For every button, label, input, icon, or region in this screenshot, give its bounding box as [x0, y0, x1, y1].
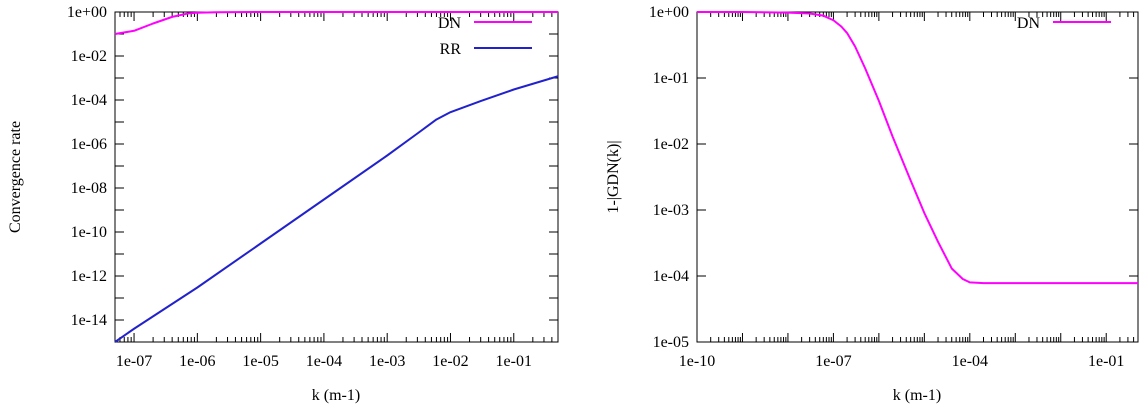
y-axis-label: 1-|GDN(k)|: [605, 140, 622, 213]
series-line-rr: [114, 75, 559, 343]
y-tick-label: 1e-02: [71, 48, 107, 65]
x-tick-label: 1e-07: [116, 353, 152, 370]
series-lines: [114, 11, 559, 343]
chart-convergence-rate: 1e-14 1e-12 1e-10 1e-08 1e-06 1e-04 1e-02 1e+00…: [7, 4, 559, 404]
x-tick-label: 1e-10: [679, 353, 715, 370]
y-tick-label: 1e-06: [71, 136, 107, 153]
y-tick-label: 1e-08: [71, 180, 107, 197]
x-tick-label: 1e-04: [306, 353, 342, 370]
y-axis-label: Convergence rate: [7, 121, 24, 233]
series-line-dn: [114, 11, 558, 35]
legend: DN RR: [438, 15, 532, 58]
y-axis-ticks: 1e-14 1e-12 1e-10 1e-08 1e-06 1e-04 1e-02 1e+00: [67, 4, 558, 343]
x-tick-label: 1e-01: [1088, 353, 1124, 370]
y-tick-label: 1e-04: [653, 268, 689, 285]
y-tick-label: 1e-05: [653, 334, 689, 351]
plot-frame: [696, 11, 1139, 343]
y-tick-label: 1e-10: [71, 224, 107, 241]
legend: DN: [1017, 15, 1111, 32]
y-tick-label: 1e-12: [71, 268, 107, 285]
x-tick-label: 1e-01: [496, 353, 532, 370]
y-tick-label: 1e-04: [71, 92, 107, 109]
series-lines: [697, 11, 1138, 285]
legend-label-dn: DN: [1017, 15, 1041, 32]
x-axis-label: k (m-1): [893, 387, 941, 404]
x-tick-label: 1e-04: [952, 353, 988, 370]
x-axis-ticks: 1e-07 1e-06 1e-05 1e-04 1e-03 1e-02 1e-01: [114, 12, 559, 370]
y-tick-label: 1e-14: [71, 312, 107, 329]
x-tick-label: 1e-07: [815, 353, 851, 370]
y-axis-ticks: 1e-05 1e-04 1e-03 1e-02 1e-01 1e+00: [649, 4, 1138, 351]
y-tick-label: 1e+00: [649, 4, 689, 21]
x-axis-ticks: 1e-10 1e-07 1e-04 1e-01: [679, 12, 1139, 370]
chart-gdn: 1e-05 1e-04 1e-03 1e-02 1e-01 1e+00 1e-10 1e-0…: [605, 4, 1139, 404]
x-tick-label: 1e-05: [242, 353, 278, 370]
plot-frame: [114, 11, 559, 343]
x-tick-label: 1e-03: [369, 353, 405, 370]
y-tick-label: 1e+00: [67, 4, 107, 21]
series-line-dn: [697, 11, 1138, 285]
y-tick-label: 1e-02: [653, 136, 689, 153]
x-tick-label: 1e-02: [432, 353, 468, 370]
x-axis-label: k (m-1): [312, 387, 360, 404]
legend-label-dn: DN: [438, 15, 462, 32]
legend-label-rr: RR: [440, 41, 462, 58]
y-tick-label: 1e-03: [653, 202, 689, 219]
y-tick-label: 1e-01: [653, 70, 689, 87]
x-tick-label: 1e-06: [179, 353, 215, 370]
